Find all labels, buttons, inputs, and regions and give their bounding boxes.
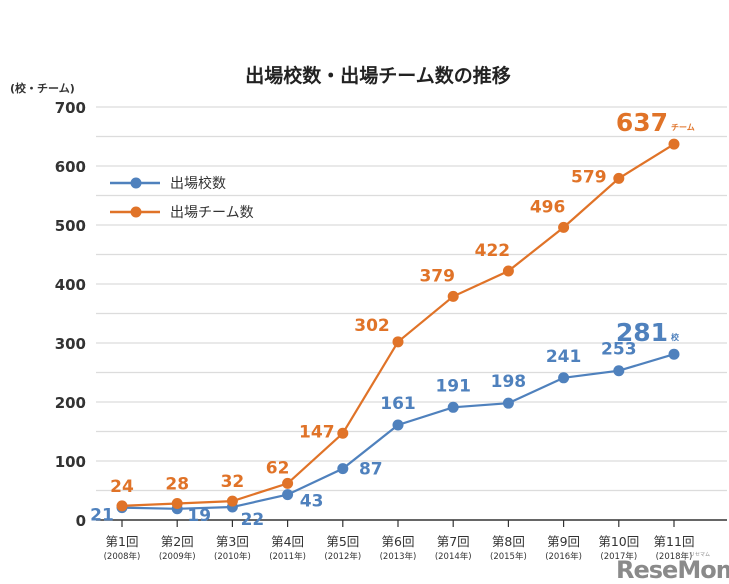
data-point [502,397,514,409]
x-tick-year-label: (2008年) [104,551,141,562]
data-label: 198 [491,372,527,392]
x-tick-label: 第4回 [271,534,304,549]
x-tick-label: 第2回 [161,534,194,549]
watermark-small-text: リセマム [690,552,710,558]
y-tick-label: 400 [55,276,86,294]
x-tick-label: 第5回 [326,534,359,549]
data-point [392,419,404,431]
data-label: 21 [90,506,114,526]
watermark-text: ReseMom [616,556,729,584]
legend-marker [130,206,142,218]
data-label: 302 [354,316,390,336]
data-label: 579 [571,167,607,187]
x-tick-label: 第10回 [598,534,639,549]
data-label: 19 [187,506,211,526]
data-point [668,348,680,360]
y-axis-ticks: 0 100 200 300 400 500 600 700 [55,99,86,530]
x-tick-year-label: (2012年) [324,551,361,562]
gridlines [96,106,727,492]
data-point [337,463,349,475]
chart-title: 出場校数・出場チーム数の推移 [245,64,510,87]
x-tick-year-label: (2016年) [545,551,582,562]
x-tick-label: 第6回 [382,534,415,549]
x-tick-year-label: (2009年) [159,551,196,562]
data-point [447,290,459,302]
data-point [558,372,570,384]
legend-label: 出場校数 [170,175,226,192]
x-tick-label: 第8回 [492,534,525,549]
data-label: 161 [380,394,416,414]
data-label-final: 281 [616,318,668,347]
data-label: 253 [601,340,637,360]
x-tick-label: 第7回 [437,534,470,549]
y-axis-unit-label: (校・チーム) [10,81,75,95]
data-point [668,138,680,150]
series-group [116,138,680,515]
x-tick-year-label: (2011年) [269,551,306,562]
x-tick-label: 第11回 [654,534,695,549]
x-tick-label: 第9回 [547,534,580,549]
data-label: 62 [266,458,290,478]
data-point [558,221,570,233]
data-point [502,265,514,277]
x-tick-year-label: (2014年) [435,551,472,562]
x-tick-year-label: (2010年) [214,551,251,562]
x-tick-year-label: (2017年) [600,551,637,562]
data-label-suffix: 校 [671,332,680,342]
data-label: 496 [530,197,566,217]
data-label: 24 [110,477,134,497]
y-tick-label: 300 [55,335,86,353]
data-point [337,427,349,439]
x-tick-year-label: (2018年) [656,551,693,562]
legend-marker [130,177,142,189]
y-tick-label: 500 [55,217,86,235]
data-label-suffix: チーム [671,123,695,132]
legend-label: 出場チーム数 [170,205,254,221]
data-point [226,495,238,507]
data-label: 28 [165,474,189,494]
data-point [282,477,294,489]
y-tick-label: 200 [55,394,86,412]
y-tick-label: 100 [55,453,86,471]
data-point [116,500,128,512]
data-point [613,172,625,184]
series-line [121,143,675,507]
x-tick-year-label: (2013年) [380,551,417,562]
data-label: 32 [221,472,245,492]
x-tick-label: 第1回 [106,534,139,549]
y-tick-label: 600 [55,158,86,176]
data-point [392,336,404,348]
x-tick-year-label: (2015年) [490,551,527,562]
data-point [171,497,183,509]
data-label: 87 [359,460,383,480]
data-label: 22 [241,510,265,530]
x-axis: 第1回 (2008年) 第2回 (2009年) 第3回 (2010年) 第4回 (2011年)… [96,519,727,562]
watermark-logo: ReseMom リセマム [616,552,729,584]
data-label-final: 637 [616,108,668,137]
data-label: 241 [546,347,582,367]
data-point [613,365,625,377]
x-tick-label: 第3回 [216,534,249,549]
data-label: 422 [475,241,511,261]
y-tick-label: 700 [55,99,86,117]
data-point [447,401,459,413]
data-label: 191 [435,376,471,396]
data-point [282,489,294,501]
data-label: 379 [419,266,455,286]
data-label: 43 [300,492,324,512]
y-tick-label: 0 [76,512,86,530]
data-label: 147 [299,422,335,442]
